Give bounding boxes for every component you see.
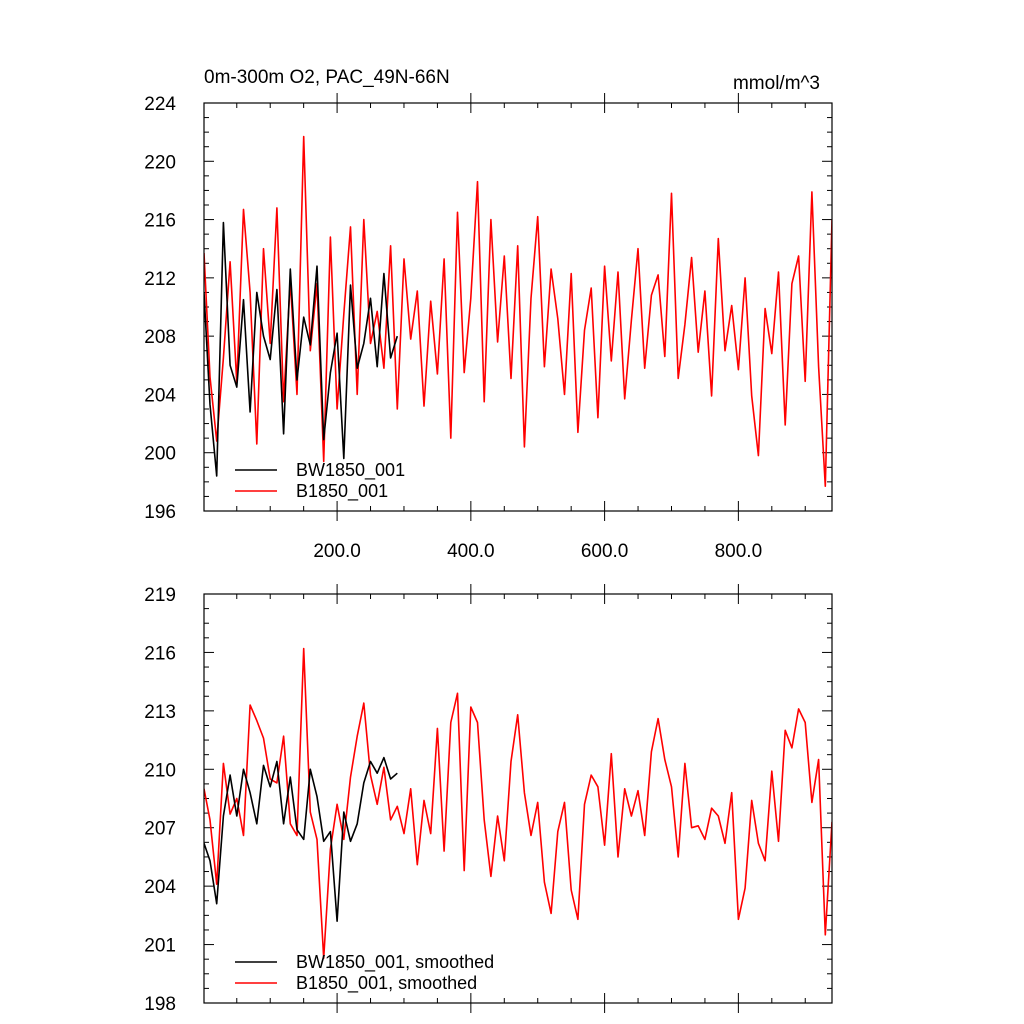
legend-label: B1850_001 xyxy=(296,481,388,502)
legend-label: BW1850_001, smoothed xyxy=(296,952,494,973)
plot-frame xyxy=(203,593,833,1004)
y-tick-label: 220 xyxy=(144,152,176,173)
y-tick-label: 216 xyxy=(144,643,176,664)
chart-title: 0m-300m O2, PAC_49N-66N xyxy=(204,67,450,88)
y-tick-label: 204 xyxy=(144,385,176,406)
chart-panel-2: 198 201 204 207 210 213 216 219 BW1850_001, smoo… xyxy=(144,584,833,1015)
y-tick-label: 212 xyxy=(144,269,176,290)
x-tick-label: 200.0 xyxy=(313,541,361,562)
y-tick-label: 213 xyxy=(144,702,176,723)
series-line-bw1850-001 xyxy=(204,221,399,477)
legend-label: B1850_001, smoothed xyxy=(296,973,477,994)
y-tick-label: 198 xyxy=(144,994,176,1015)
series-line-b1850-001 xyxy=(204,135,832,488)
x-tick-label: 400.0 xyxy=(447,541,495,562)
x-tick-label: 800.0 xyxy=(715,541,763,562)
y-tick-label: 224 xyxy=(144,94,176,115)
plot-frame xyxy=(203,102,833,512)
y-tick-label: 216 xyxy=(144,211,176,232)
y-tick-label: 196 xyxy=(144,502,176,523)
y-tick-label: 208 xyxy=(144,327,176,348)
x-tick-label: 600.0 xyxy=(581,541,629,562)
y-tick-label: 201 xyxy=(144,936,176,957)
y-tick-label: 210 xyxy=(144,760,176,781)
y-tick-label: 204 xyxy=(144,877,176,898)
chart-panel-1: 196 200 204 208 212 216 220 224 200.0 400.0 600.0 8… xyxy=(144,67,833,562)
y-tick-label: 200 xyxy=(144,444,176,465)
series-line-bw1850-001-smoothed xyxy=(204,756,398,923)
series-line-b1850-001-smoothed xyxy=(204,647,832,960)
units-label: mmol/m^3 xyxy=(733,73,820,94)
y-tick-label: 219 xyxy=(144,585,176,606)
legend-label: BW1850_001 xyxy=(296,460,405,481)
y-tick-label: 207 xyxy=(144,819,176,840)
